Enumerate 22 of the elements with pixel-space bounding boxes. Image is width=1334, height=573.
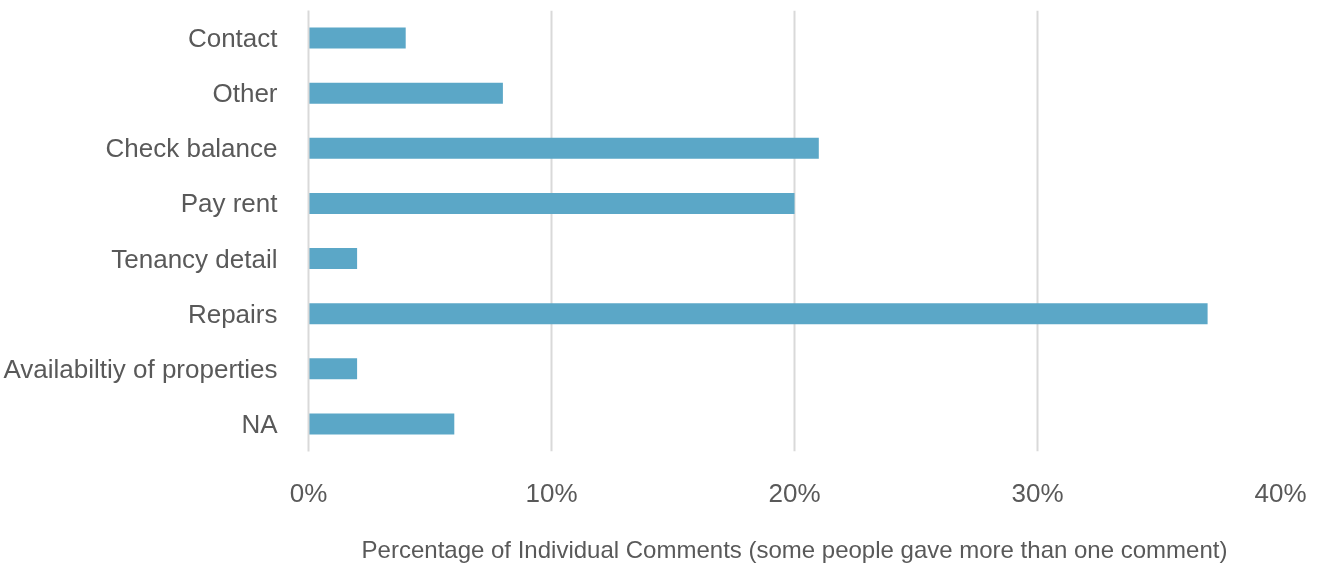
y-tick-label: Availabiltiy of properties: [3, 353, 278, 384]
x-axis-title: Percentage of Individual Comments (some people gave more than one comment): [361, 535, 1228, 563]
bar: [308, 82, 503, 104]
x-tick-label: 30%: [1011, 477, 1064, 508]
bar: [308, 192, 795, 214]
y-tick-label: NA: [241, 408, 279, 439]
y-tick-label: Repairs: [187, 298, 278, 329]
y-tick-label: Tenancy detail: [111, 243, 278, 274]
y-tick-label: Other: [212, 78, 278, 109]
bar: [308, 358, 358, 380]
bar: [308, 27, 406, 49]
y-tick-label: Contact: [187, 23, 279, 54]
x-tick-label: 40%: [1254, 477, 1307, 508]
bar: [308, 248, 358, 270]
bar: [308, 413, 455, 435]
y-tick-label: Pay rent: [180, 188, 279, 219]
bar: [308, 303, 1208, 325]
x-tick-label: 20%: [768, 477, 821, 508]
bar: [308, 137, 819, 159]
x-tick-label: 0%: [289, 477, 328, 508]
y-tick-label: Check balance: [105, 133, 278, 164]
x-tick-label: 10%: [525, 477, 578, 508]
